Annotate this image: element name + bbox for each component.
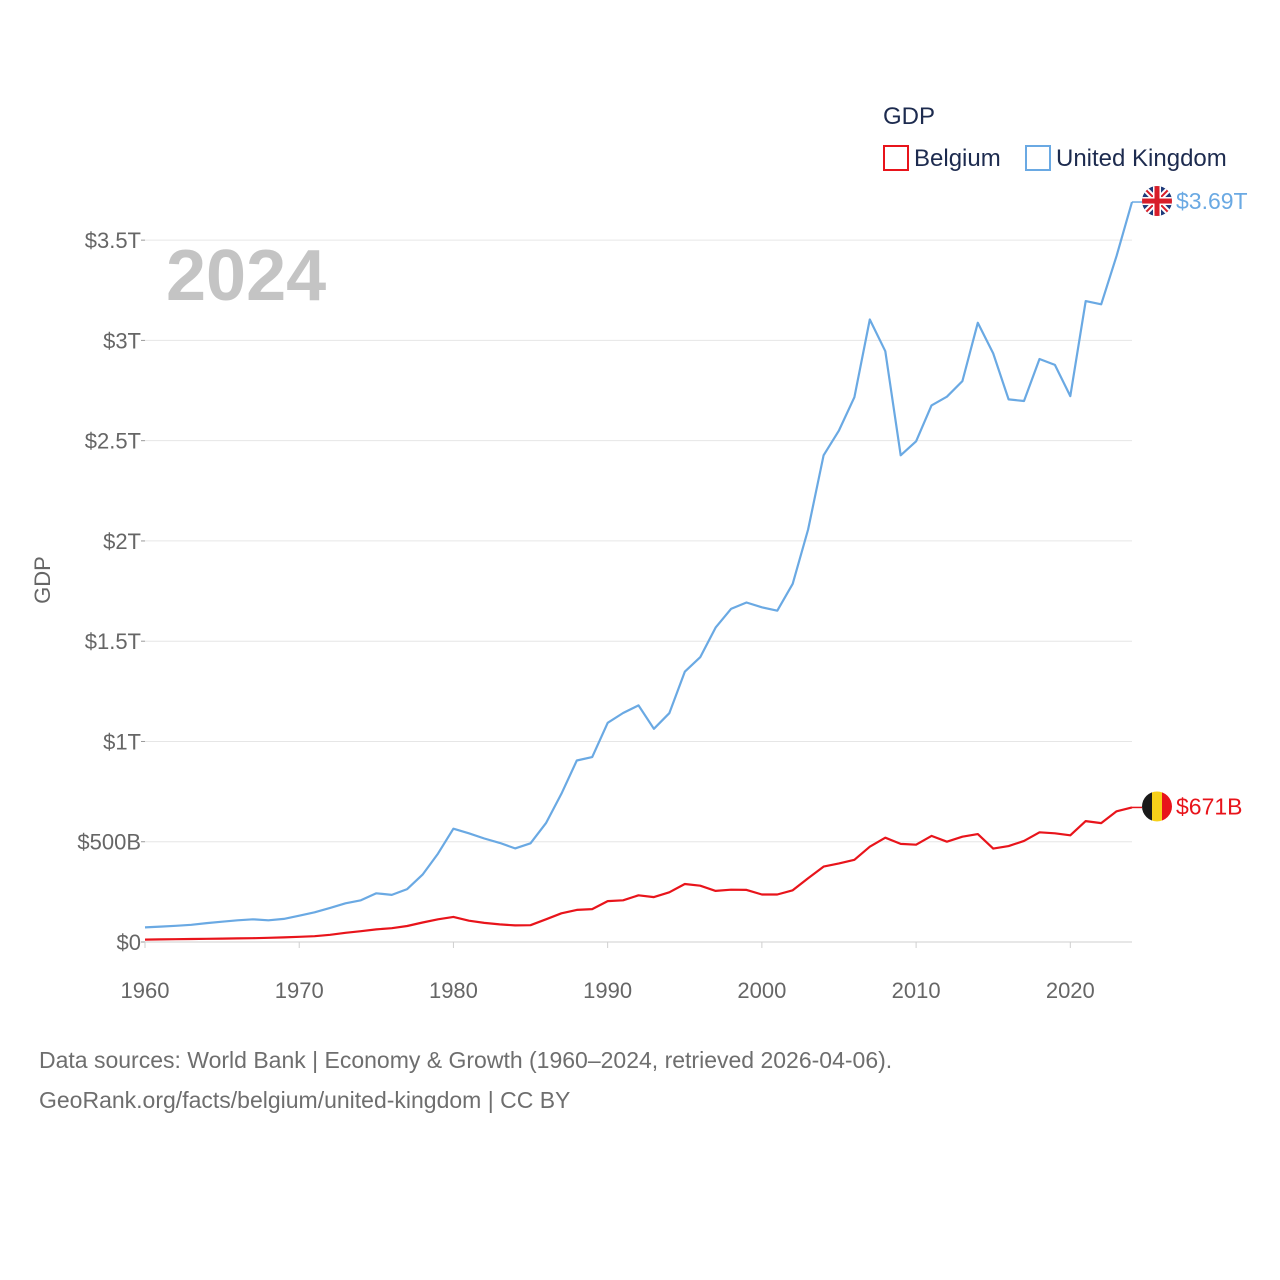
legend-item-united-kingdom[interactable]: United Kingdom bbox=[1025, 145, 1227, 172]
source-line-1: Data sources: World Bank | Economy & Gro… bbox=[39, 1047, 892, 1073]
series-line-belgium bbox=[144, 806, 1133, 941]
x-tick-label: 2000 bbox=[737, 978, 786, 1003]
series-lines bbox=[144, 201, 1142, 941]
source-attribution-link[interactable]: GeoRank.org/facts/belgium/united-kingdom… bbox=[39, 1087, 570, 1113]
legend-label-belgium: Belgium bbox=[914, 145, 1001, 172]
x-tick-label: 1970 bbox=[275, 978, 324, 1003]
y-tick-label: $1.5T bbox=[85, 629, 141, 654]
y-tick-label: $2T bbox=[103, 529, 141, 554]
legend-label-united-kingdom: United Kingdom bbox=[1056, 145, 1227, 172]
y-tick-label: $2.5T bbox=[85, 429, 141, 454]
belgium-flag-icon bbox=[1142, 791, 1172, 822]
legend-item-belgium[interactable]: Belgium bbox=[883, 145, 1001, 172]
y-tick-label: $1T bbox=[103, 729, 141, 754]
legend-swatch-united-kingdom bbox=[1025, 145, 1051, 171]
legend-swatch-belgium bbox=[883, 145, 909, 171]
belgium-end-value-label: $671B bbox=[1176, 793, 1243, 819]
uk-flag-icon bbox=[1142, 186, 1172, 217]
x-axis-ticks: 1960 1970 1980 1990 2000 2010 2020 bbox=[121, 942, 1095, 1003]
x-tick-label: 1980 bbox=[429, 978, 478, 1003]
y-tick-label: $0 bbox=[117, 930, 141, 955]
x-tick-label: 2010 bbox=[892, 978, 941, 1003]
series-line-united-kingdom bbox=[144, 201, 1134, 929]
x-tick-label: 1960 bbox=[121, 978, 170, 1003]
year-label: 2024 bbox=[166, 236, 326, 316]
y-tick-label: $3.5T bbox=[85, 228, 141, 253]
y-tick-label: $3T bbox=[103, 328, 141, 353]
grid bbox=[145, 239, 1132, 943]
y-axis-title: GDP bbox=[30, 556, 55, 604]
x-tick-label: 2020 bbox=[1046, 978, 1095, 1003]
uk-end-value-label: $3.69T bbox=[1176, 188, 1248, 214]
y-axis-ticks: $0 $500B $1T $1.5T $2T $2.5T $3T $3.5T bbox=[77, 228, 145, 955]
y-tick-label: $500B bbox=[77, 830, 141, 855]
x-tick-label: 1990 bbox=[583, 978, 632, 1003]
legend-title: GDP bbox=[883, 103, 935, 130]
